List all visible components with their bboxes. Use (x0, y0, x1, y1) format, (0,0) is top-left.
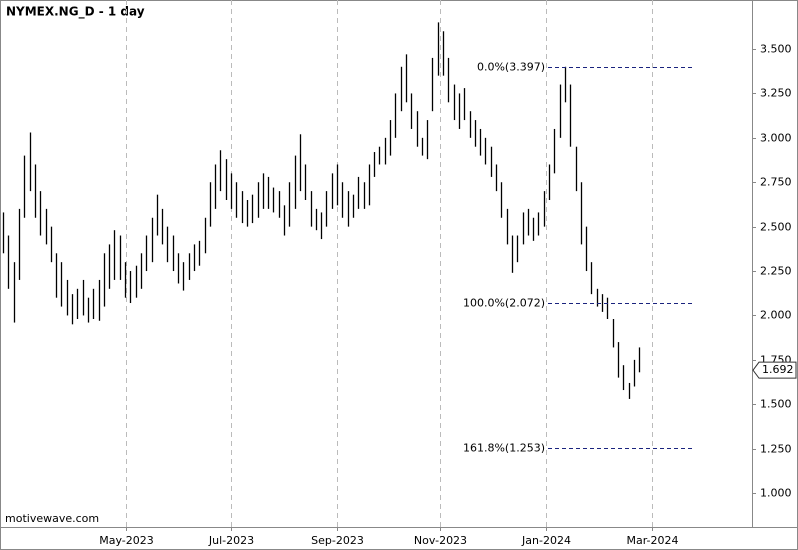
chart-title: NYMEX.NG_D - 1 day (6, 5, 145, 20)
last-price-box (752, 361, 797, 379)
y-tick-label: 2.750 (760, 176, 792, 189)
y-tick-label: 1.000 (760, 487, 792, 500)
fib-label: 0.0%(3.397) (477, 61, 545, 74)
x-tick-label: Jan-2024 (521, 534, 571, 547)
x-tick-label: Mar-2024 (626, 534, 678, 547)
fib-label: 100.0%(2.072) (463, 297, 545, 310)
y-tick-label: 3.500 (760, 43, 792, 56)
y-tick-label: 2.000 (760, 309, 792, 322)
last-price-label: 1.692 (762, 363, 794, 376)
y-tick-label: 1.500 (760, 398, 792, 411)
x-tick-label: Nov-2023 (414, 534, 467, 547)
x-tick-label: Sep-2023 (311, 534, 364, 547)
fib-label: 161.8%(1.253) (463, 442, 545, 455)
y-tick-label: 3.000 (760, 132, 792, 145)
y-tick-label: 1.250 (760, 443, 792, 456)
x-tick-label: May-2023 (99, 534, 154, 547)
watermark: motivewave.com (5, 512, 99, 525)
y-tick-label: 2.500 (760, 221, 792, 234)
y-tick-label: 2.250 (760, 265, 792, 278)
y-tick-label: 3.250 (760, 87, 792, 100)
x-tick-label: Jul-2023 (208, 534, 254, 547)
